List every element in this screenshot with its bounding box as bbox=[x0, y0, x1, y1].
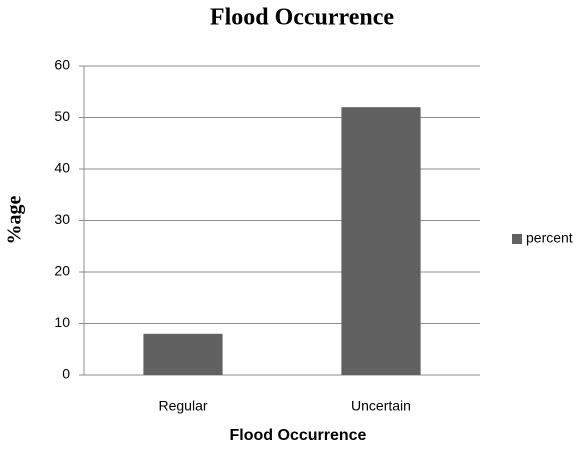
y-tick-label: 0 bbox=[62, 366, 70, 382]
x-axis-label: Flood Occurrence bbox=[230, 427, 367, 444]
x-tick-label: Uncertain bbox=[351, 398, 411, 414]
y-tick-label: 20 bbox=[54, 263, 70, 279]
legend-swatch bbox=[512, 234, 522, 244]
y-tick-label: 50 bbox=[54, 108, 70, 124]
y-tick-label: 10 bbox=[54, 314, 70, 330]
chart-title: Flood Occurrence bbox=[210, 5, 395, 31]
y-tick-label: 30 bbox=[54, 211, 70, 227]
x-tick-label: Regular bbox=[158, 398, 207, 414]
bar bbox=[143, 333, 223, 375]
legend-label: percent bbox=[526, 230, 573, 246]
y-tick-label: 60 bbox=[54, 57, 70, 73]
y-axis-label: %age bbox=[4, 195, 26, 244]
y-tick-label: 40 bbox=[54, 160, 70, 176]
bar bbox=[341, 107, 421, 375]
